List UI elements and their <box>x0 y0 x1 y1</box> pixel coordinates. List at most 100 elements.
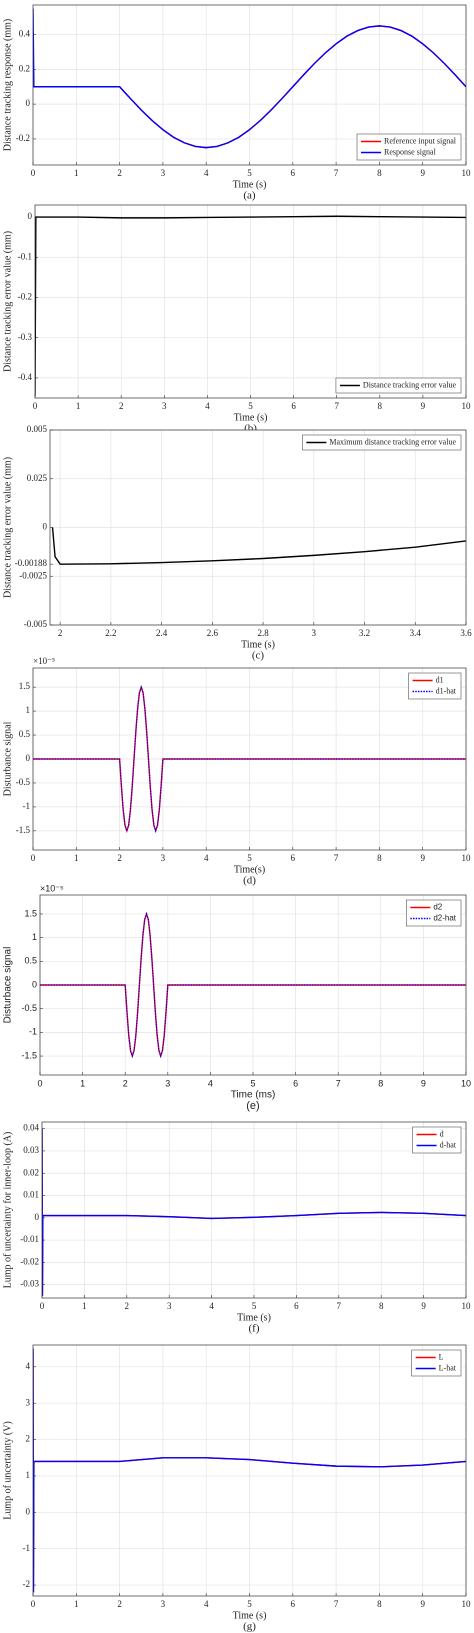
legend: d1 d1-hat <box>408 672 462 700</box>
y-tick-label: -0.2 <box>16 133 30 143</box>
x-tick-label: 5 <box>247 853 252 863</box>
legend-label: Maximum distance tracking error value <box>329 437 456 446</box>
y-tick-label: 0 <box>26 98 31 108</box>
x-axis-label: Time (s) <box>233 1610 267 1621</box>
series-line <box>33 8 466 149</box>
x-tick-label: 2 <box>125 1301 130 1311</box>
y-tick-label: -0.0025 <box>19 570 47 580</box>
y-tick-label: 0.03 <box>23 1145 39 1155</box>
y-tick-label: 3 <box>26 1397 31 1407</box>
y-tick-label: -0.4 <box>18 372 33 382</box>
caption: (d) <box>243 875 256 887</box>
legend-label: Response signal <box>384 147 437 156</box>
y-tick-label: 1.5 <box>19 681 31 691</box>
x-tick-label: 4 <box>209 1301 214 1311</box>
legend-label: L <box>439 1352 444 1361</box>
x-tick-label: 0 <box>31 168 36 178</box>
x-tick-label: 3 <box>161 168 166 178</box>
y-tick-label: -1 <box>23 801 31 811</box>
x-tick-label: 1 <box>76 401 81 411</box>
y-tick-label: 0 <box>26 1506 31 1516</box>
x-tick-label: 10 <box>462 1599 472 1609</box>
x-tick-label: 3 <box>165 1078 170 1088</box>
x-tick-label: 7 <box>336 1078 341 1088</box>
x-tick-label: 1 <box>74 168 79 178</box>
y-tick-label: 0 <box>35 1212 40 1222</box>
y-axis-label: Lump of uncertainty for inner-loop (A) <box>2 1132 13 1289</box>
x-tick-label: 5 <box>252 1301 257 1311</box>
x-axis-label: Time (ms) <box>231 1090 276 1101</box>
x-tick-label: 8 <box>377 853 382 863</box>
legend: d2 d2-hat <box>406 899 462 927</box>
x-tick-label: 2 <box>123 1078 128 1088</box>
legend-label: d-hat <box>440 1140 457 1149</box>
y-tick-label: 0.02 <box>23 1167 39 1177</box>
plot-frame <box>41 1121 467 1299</box>
y-axis-label: Distance tracking response (mm) <box>2 19 13 151</box>
y-tick-label: 0 <box>26 753 31 763</box>
y-tick-label: 0 <box>28 211 33 221</box>
y-tick-label: 0.025 <box>27 473 48 483</box>
x-axis-label: Time (s) <box>233 179 267 190</box>
x-tick-label: 10 <box>462 401 472 411</box>
y-tick-label: 0.005 <box>27 424 48 434</box>
x-tick-label: 10 <box>461 1078 471 1088</box>
x-tick-label: 3 <box>161 853 166 863</box>
x-tick-label: 10 <box>462 168 472 178</box>
plot-frame <box>49 429 467 626</box>
caption: (a) <box>243 190 256 202</box>
x-tick-label: 2.8 <box>257 628 269 638</box>
x-tick-label: 2.6 <box>207 628 219 638</box>
y-tick-label: -0.02 <box>20 1256 39 1266</box>
y-tick-label: 0.01 <box>23 1190 39 1200</box>
y-tick-label: -1.5 <box>16 825 31 835</box>
plot-frame <box>34 204 467 399</box>
legend-box <box>408 672 462 700</box>
legend-box <box>335 377 462 394</box>
x-tick-label: 3 <box>162 401 167 411</box>
x-tick-label: 8 <box>377 1599 382 1609</box>
x-tick-label: 3.2 <box>359 628 370 638</box>
x-tick-label: 3 <box>167 1301 172 1311</box>
x-axis-label: Time (s) <box>234 412 268 423</box>
legend-label: d1-hat <box>436 686 457 695</box>
y-tick-label: -0.005 <box>24 619 48 629</box>
legend: Reference input signal Response signal <box>356 133 462 161</box>
y-tick-label: 1 <box>26 1470 31 1480</box>
y-tick-label: -0.3 <box>18 332 33 342</box>
panel: 0 1 2 3 4 5 6 7 8 9 10 -1.5 -1 -0.5 0 0.5 1 1.5 Time(s)(d)… <box>2 656 471 886</box>
y-axis-label: Distance tracking error value (mm) <box>2 457 13 598</box>
legend-box <box>411 1349 462 1377</box>
panel: 0 1 2 3 4 5 6 7 8 9 10 -0.03 -0.02 -0.01 0 0.01 0.02 0.03… <box>2 1121 472 1335</box>
x-axis-label: Time (s) <box>237 1312 271 1323</box>
x-tick-label: 9 <box>420 168 425 178</box>
x-tick-label: 4 <box>204 1599 209 1609</box>
y-tick-label: -0.00188 <box>15 558 48 568</box>
x-tick-label: 10 <box>462 1301 472 1311</box>
x-tick-label: 9 <box>421 401 426 411</box>
x-tick-label: 0 <box>40 1301 45 1311</box>
series-line <box>42 1128 466 1296</box>
x-tick-label: 6 <box>294 1301 299 1311</box>
x-tick-label: 6 <box>293 1078 298 1088</box>
panel: 0 1 2 3 4 5 6 7 8 9 10 -0.2 0 0.2 0.4 Time (s)(a) Distan… <box>2 4 472 202</box>
y-tick-label: -0.5 <box>16 777 31 787</box>
panel: 0 1 2 3 4 5 6 7 8 9 10 -1.5 -1 -0.5 0 0.5 1 1.5 Time (ms)(… <box>3 883 471 1112</box>
x-tick-label: 6 <box>291 853 296 863</box>
x-tick-label: 6 <box>291 1599 296 1609</box>
x-tick-label: 0 <box>31 853 36 863</box>
plot-frame <box>32 1344 467 1597</box>
x-tick-label: 0 <box>37 1078 42 1088</box>
x-tick-label: 1 <box>80 1078 85 1088</box>
y-tick-label: 0.5 <box>19 729 31 739</box>
legend: Distance tracking error value <box>335 377 462 394</box>
plot-frame <box>32 667 467 851</box>
plot-frame <box>32 4 467 166</box>
panel: 0 1 2 3 4 5 6 7 8 9 10 -2 -1 0 1 2 3 4 Time (s)(g) Lump of … <box>2 1344 472 1633</box>
y-tick-label: -0.01 <box>20 1234 39 1244</box>
x-tick-label: 1 <box>74 1599 79 1609</box>
legend: L L-hat <box>411 1349 462 1377</box>
y-tick-label: 0 <box>32 979 37 989</box>
x-tick-label: 7 <box>334 853 339 863</box>
